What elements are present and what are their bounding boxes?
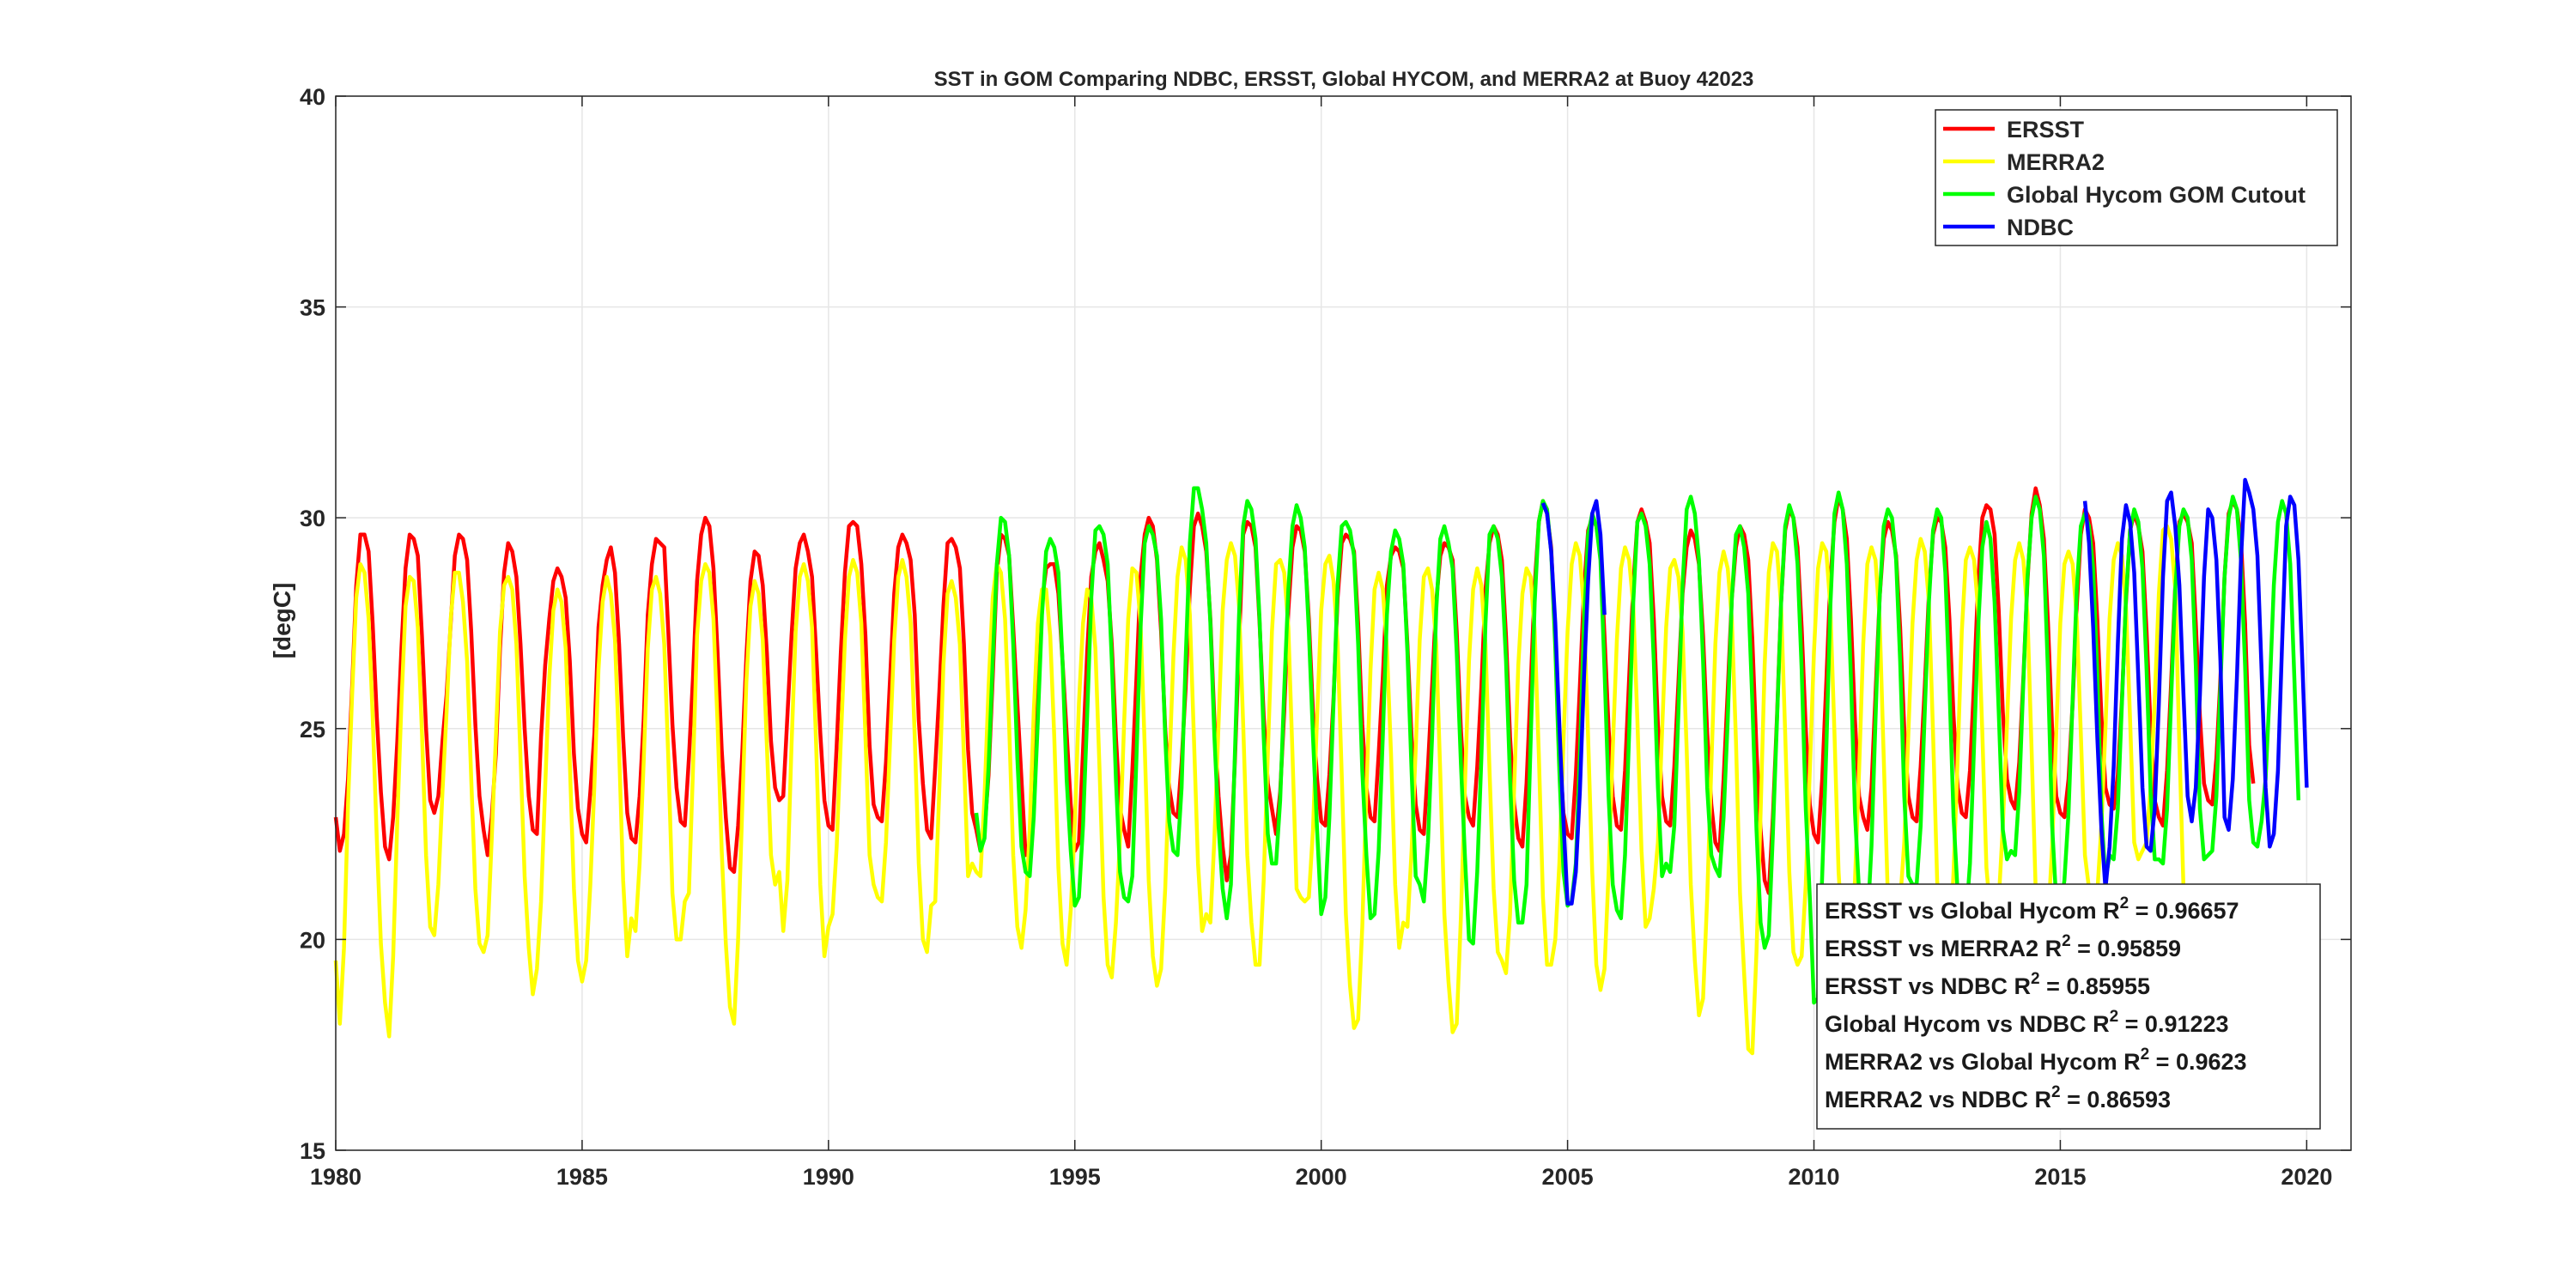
series-line-ndbc [2082, 477, 2309, 891]
annotation-superscript: 2 [2120, 894, 2129, 912]
annotation-line: MERRA2 vs NDBC R2 = 0.86593 [1825, 1083, 2171, 1112]
y-tick-label: 40 [300, 84, 325, 110]
annotation-line: ERSST vs MERRA2 R2 = 0.95859 [1825, 932, 2181, 961]
annotation-label: ERSST vs NDBC R [1825, 973, 2031, 999]
x-tick-label: 2000 [1296, 1164, 1347, 1190]
chart-title: SST in GOM Comparing NDBC, ERSST, Global… [934, 68, 1754, 91]
annotation-line: ERSST vs NDBC R2 = 0.85955 [1825, 970, 2150, 999]
legend-label-ersst: ERSST [2007, 117, 2085, 142]
legend-label-merra2: MERRA2 [2007, 149, 2105, 175]
legend-box [1935, 109, 2338, 246]
series-line-merra2 [333, 524, 2186, 1056]
x-tick-label: 2005 [1542, 1164, 1594, 1190]
legend-label-global-hycom-gom-cutout: Global Hycom GOM Cutout [2007, 182, 2306, 208]
y-axis-ticks: 15 20 25 30 35 40 [300, 84, 2351, 1164]
series-line-ndbc [1540, 499, 1607, 906]
annotation-superscript: 2 [2031, 970, 2040, 988]
y-axis-label: [degC] [269, 583, 295, 659]
y-tick-label: 15 [300, 1138, 325, 1164]
annotation-label: ERSST vs Global Hycom R [1825, 898, 2120, 924]
annotation-value: = 0.86593 [2061, 1087, 2171, 1112]
annotation-value: = 0.85955 [2040, 973, 2150, 999]
r-squared-annotation: ERSST vs Global Hycom R2 = 0.96657ERSST … [1816, 883, 2321, 1130]
legend-label-ndbc: NDBC [2007, 215, 2074, 240]
annotation-box [1816, 883, 2321, 1130]
annotation-line: Global Hycom vs NDBC R2 = 0.91223 [1825, 1008, 2229, 1037]
x-tick-label: 2015 [2034, 1164, 2086, 1190]
y-tick-label: 30 [300, 506, 325, 531]
annotation-superscript: 2 [2141, 1046, 2150, 1064]
x-tick-label: 2010 [1788, 1164, 1839, 1190]
plot-frame [335, 95, 2352, 1151]
y-tick-label: 35 [300, 295, 325, 321]
y-axis-label-group: [degC] [269, 583, 295, 659]
legend: ERSST MERRA2 Global Hycom GOM Cutout NDBC [1935, 109, 2338, 246]
annotation-superscript: 2 [2062, 932, 2071, 950]
annotation-label: MERRA2 vs Global Hycom R [1825, 1049, 2141, 1075]
x-tick-label: 1985 [556, 1164, 608, 1190]
annotation-value: = 0.95859 [2071, 936, 2181, 961]
annotation-superscript: 2 [2110, 1008, 2119, 1026]
annotation-value: = 0.9623 [2149, 1049, 2246, 1075]
annotation-line: ERSST vs Global Hycom R2 = 0.96657 [1825, 894, 2239, 924]
x-tick-label: 1995 [1049, 1164, 1101, 1190]
x-tick-label: 1990 [803, 1164, 854, 1190]
annotation-superscript: 2 [2051, 1083, 2061, 1101]
annotation-label: ERSST vs MERRA2 R [1825, 936, 2062, 961]
y-tick-label: 25 [300, 717, 325, 743]
annotation-label: Global Hycom vs NDBC R [1825, 1011, 2110, 1037]
y-tick-label: 20 [300, 927, 325, 953]
x-tick-label: 2020 [2281, 1164, 2332, 1190]
annotation-value: = 0.96657 [2129, 898, 2239, 924]
x-tick-label: 1980 [310, 1164, 361, 1190]
series-line-global-hycom-gom-cutout [974, 486, 2301, 1005]
annotation-label: MERRA2 vs NDBC R [1825, 1087, 2051, 1112]
x-axis-ticks: 1980 1985 1990 1995 2000 2005 2010 2015 2020 [310, 96, 2332, 1190]
annotation-line: MERRA2 vs Global Hycom R2 = 0.9623 [1825, 1046, 2247, 1075]
series-layer [333, 477, 2309, 1056]
annotation-value: = 0.91223 [2118, 1011, 2228, 1037]
